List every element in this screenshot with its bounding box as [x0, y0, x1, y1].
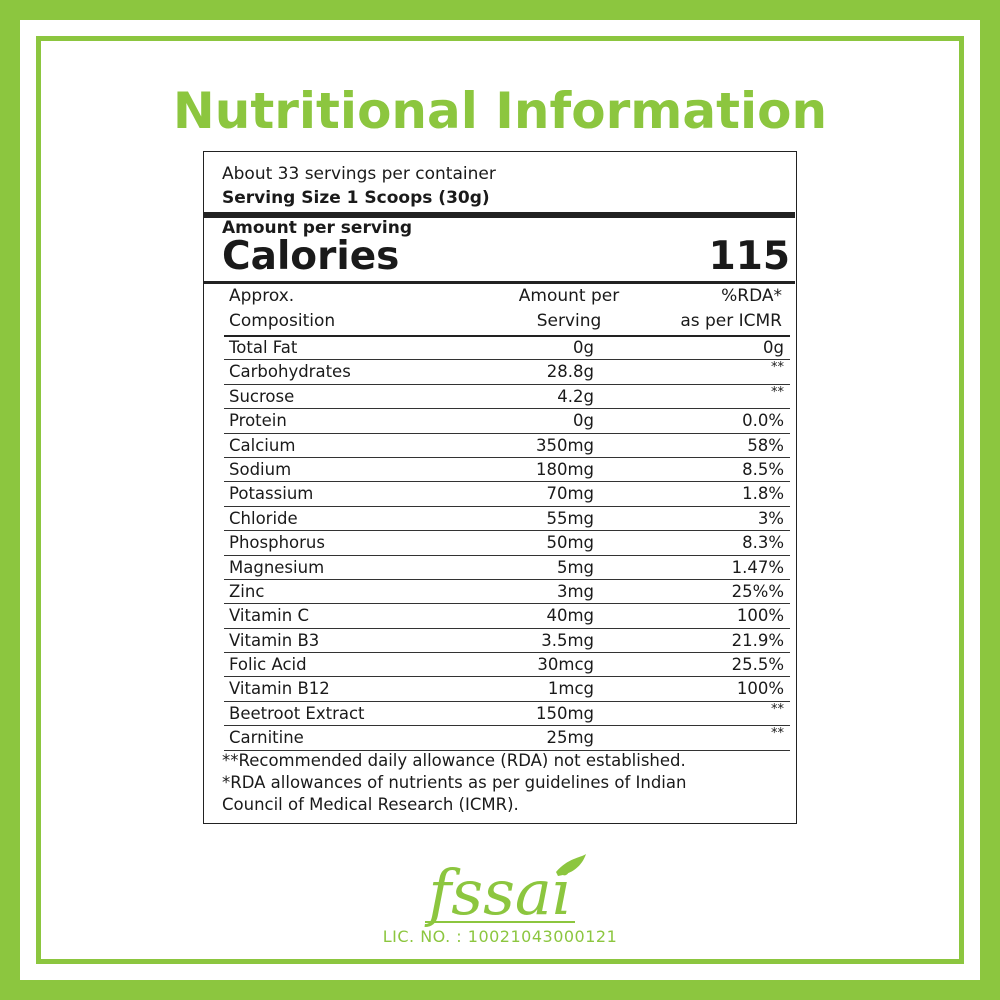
license-number: LIC. NO. : 10021043000121	[382, 927, 618, 946]
table-row: Carnitine 25mg **	[224, 726, 790, 751]
table-row: Beetroot Extract 150mg **	[224, 701, 790, 727]
nutrient-rda: **	[771, 726, 784, 742]
nutrient-name: Vitamin B12	[229, 679, 330, 699]
nutrient-amount: 30mcg	[537, 655, 594, 675]
nutrient-amount: 55mg	[546, 508, 594, 528]
nutrient-rda: **	[771, 701, 784, 717]
table-row: Potassium 70mg 1.8%	[224, 482, 790, 507]
nutrient-rda: 1.47%	[731, 557, 784, 577]
footnote-icmr-line1: *RDA allowances of nutrients as per guid…	[222, 773, 687, 792]
table-row: Vitamin B3 3.5mg 21.9%	[224, 629, 790, 654]
table-row: Chloride 55mg 3%	[224, 507, 790, 532]
nutrient-name: Magnesium	[229, 557, 325, 577]
table-row: Total Fat 0g 0g	[224, 336, 790, 361]
nutrient-rda: 100%	[736, 606, 784, 626]
table-row: Phosphorus 50mg 8.3%	[224, 531, 790, 556]
nutrient-rda: **	[771, 384, 784, 400]
nutrient-name: Folic Acid	[229, 655, 307, 675]
nutrient-name: Calcium	[229, 435, 296, 455]
nutrient-amount: 70mg	[546, 484, 594, 504]
nutrient-rda: 3%	[757, 508, 784, 528]
nutrient-amount: 50mg	[546, 533, 594, 553]
serving-size: Serving Size 1 Scoops (30g)	[222, 188, 490, 208]
nutrient-rda: **	[771, 360, 784, 376]
nutrient-name: Protein	[229, 411, 287, 431]
nutrient-amount: 3mg	[556, 581, 594, 601]
column-header-composition-line1: Approx.	[229, 286, 295, 306]
nutrient-amount: 3.5mg	[541, 630, 594, 650]
green-frame	[36, 36, 964, 964]
nutrient-name: Carnitine	[229, 728, 304, 748]
servings-per-container: About 33 servings per container	[222, 164, 496, 184]
nutrient-amount: 0g	[573, 411, 594, 431]
page-background: Nutritional Information About 33 serving…	[20, 20, 980, 980]
column-header-rda-line1: %RDA*	[721, 286, 782, 306]
footnote-icmr-line2: Council of Medical Research (ICMR).	[222, 795, 519, 814]
nutrient-name: Total Fat	[229, 338, 298, 357]
nutrient-name: Potassium	[229, 484, 314, 504]
nutrient-rda: 1.8%	[742, 484, 784, 504]
fssai-logo-text: fssai	[424, 856, 571, 929]
column-header-amount-line2: Serving	[536, 311, 602, 331]
nutrient-name: Sucrose	[229, 386, 295, 406]
table-row: Folic Acid 30mcg 25.5%	[224, 653, 790, 678]
calories-label: Calories	[222, 234, 400, 279]
nutrient-amount: 5mg	[556, 557, 594, 577]
column-header-rda-line2: as per ICMR	[680, 311, 782, 331]
nutrient-rda: 25.5%	[731, 655, 784, 675]
nutrient-name: Vitamin B3	[229, 630, 320, 650]
nutrient-rda: 21.9%	[731, 630, 784, 650]
table-row: Calcium 350mg 58%	[224, 434, 790, 458]
nutrient-amount: 4.2g	[557, 386, 594, 406]
header-divider	[224, 335, 790, 337]
nutrient-rda: 58%	[747, 435, 784, 455]
nutrient-name: Carbohydrates	[229, 362, 351, 382]
nutrient-rda: 100%	[736, 679, 784, 699]
column-header-amount: Amount per Serving	[494, 284, 644, 334]
thick-divider	[204, 212, 795, 218]
column-header-amount-line1: Amount per	[518, 286, 620, 306]
nutrient-rda: 8.3%	[742, 533, 784, 553]
column-header-rda: %RDA* as per ICMR	[642, 284, 782, 334]
nutrient-name: Vitamin C	[229, 606, 309, 626]
nutrient-amount: 40mg	[546, 606, 594, 626]
table-row: Vitamin B12 1mcg 100%	[224, 677, 790, 702]
table-row: Magnesium 5mg 1.47%	[224, 556, 790, 580]
nutrient-rda: 8.5%	[742, 459, 784, 479]
nutrient-amount: 25mg	[546, 728, 594, 748]
medium-divider	[204, 281, 795, 284]
leaf-icon	[556, 854, 586, 876]
fssai-logo: fssai	[424, 854, 586, 929]
page-title: Nutritional Information	[172, 82, 828, 140]
nutrient-table: Total Fat 0g 0g Carbohydrates 28.8g ** Sucrose…	[224, 336, 790, 751]
table-row: Zinc 3mg 25%%	[224, 580, 790, 605]
nutrient-amount: 1mcg	[547, 679, 594, 699]
nutrient-name: Phosphorus	[229, 533, 325, 553]
nutrient-name: Zinc	[229, 581, 265, 601]
nutrient-rda: 0g	[763, 338, 784, 357]
nutrient-amount: 180mg	[535, 459, 594, 479]
nutrient-amount: 0g	[573, 338, 594, 357]
calories-value: 115	[708, 234, 790, 279]
table-row: Carbohydrates 28.8g **	[224, 360, 790, 385]
nutrition-facts-panel: About 33 servings per container Serving …	[203, 151, 797, 824]
footnote-rda-not-established: **Recommended daily allowance (RDA) not …	[222, 751, 686, 770]
nutrient-amount: 350mg	[535, 435, 594, 455]
nutrient-rda: 0.0%	[742, 411, 784, 431]
nutrient-name: Beetroot Extract	[229, 703, 365, 723]
nutrient-name: Sodium	[229, 459, 292, 479]
nutrient-amount: 28.8g	[546, 362, 594, 382]
table-row: Protein 0g 0.0%	[224, 409, 790, 434]
footnotes: **Recommended daily allowance (RDA) not …	[222, 750, 782, 816]
column-header-composition: Approx. Composition	[229, 284, 335, 334]
column-header-composition-line2: Composition	[229, 311, 336, 331]
table-row: Sodium 180mg 8.5%	[224, 458, 790, 483]
nutrient-amount: 150mg	[535, 703, 594, 723]
table-row: Vitamin C 40mg 100%	[224, 604, 790, 629]
nutrient-rda: 25%%	[731, 581, 784, 601]
amount-per-serving-label: Amount per serving	[222, 218, 413, 238]
nutrient-name: Chloride	[229, 508, 298, 528]
table-row: Sucrose 4.2g **	[224, 384, 790, 410]
